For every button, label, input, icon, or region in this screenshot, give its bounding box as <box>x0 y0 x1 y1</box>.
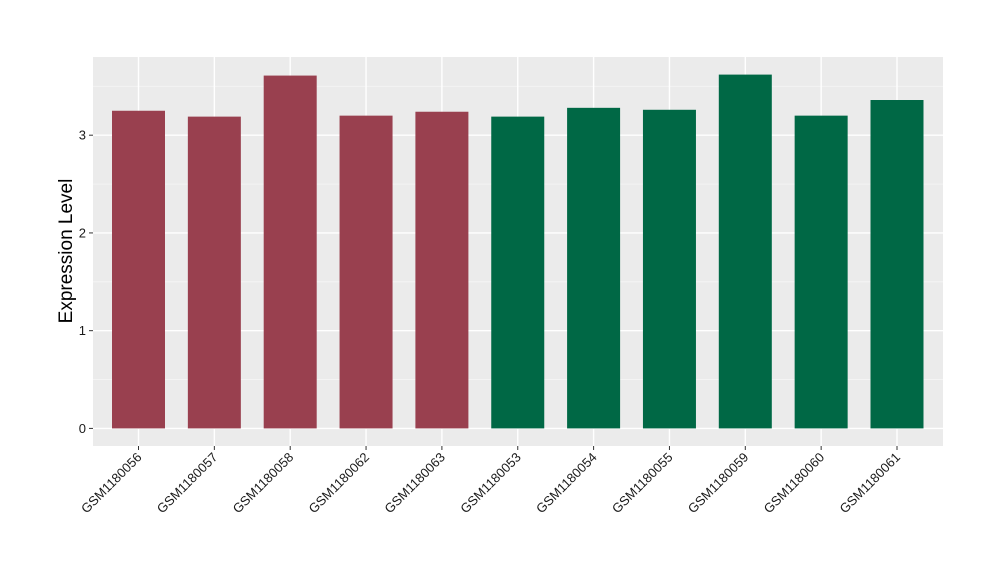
x-tick-label: GSM1180061 <box>836 450 903 517</box>
x-tick-label: GSM1180057 <box>154 450 221 517</box>
x-tick-label: GSM1180055 <box>609 450 676 517</box>
bar-GSM1180057 <box>187 116 241 429</box>
x-tick-label: GSM1180060 <box>761 450 828 517</box>
y-axis-title: Expression Level <box>56 179 77 324</box>
x-tick-label: GSM1180058 <box>230 450 297 517</box>
bar-GSM1180053 <box>491 116 545 429</box>
y-tick-label: 3 <box>79 128 86 143</box>
bar-GSM1180063 <box>415 111 469 429</box>
bars <box>112 74 924 429</box>
x-tick-label: GSM1180054 <box>533 450 600 517</box>
y-tick-label: 2 <box>79 225 86 240</box>
bar-GSM1180058 <box>263 75 317 429</box>
x-tick-label: GSM1180062 <box>306 450 373 517</box>
x-tick-label: GSM1180056 <box>78 450 145 517</box>
x-axis: GSM1180056 GSM1180057 GSM1180058 GSM1180062… <box>78 446 903 516</box>
bar-GSM1180060 <box>794 115 848 429</box>
bar-GSM1180062 <box>339 115 393 429</box>
x-tick-label: GSM1180053 <box>457 450 524 517</box>
bar-GSM1180061 <box>870 100 924 429</box>
x-tick-label: GSM1180063 <box>381 450 448 517</box>
x-tick-label: GSM1180059 <box>685 450 752 517</box>
y-tick-label: 1 <box>79 323 86 338</box>
y-axis: 0 1 2 3 <box>79 128 93 436</box>
bar-GSM1180054 <box>567 107 621 429</box>
bar-GSM1180059 <box>718 74 772 429</box>
bar-GSM1180055 <box>642 109 696 429</box>
bar-GSM1180056 <box>112 110 165 429</box>
y-tick-label: 0 <box>79 421 86 436</box>
